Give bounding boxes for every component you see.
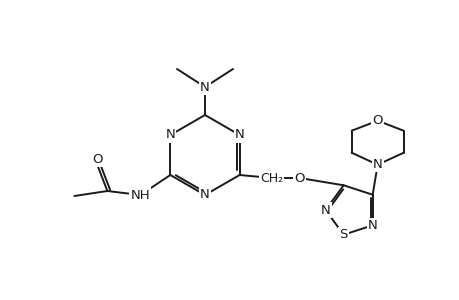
Text: O: O	[372, 114, 382, 127]
Text: O: O	[92, 152, 102, 166]
Text: N: N	[165, 128, 175, 142]
Text: N: N	[367, 219, 377, 232]
Text: N: N	[200, 188, 209, 202]
Text: N: N	[200, 80, 209, 94]
Text: O: O	[294, 172, 304, 184]
Text: S: S	[339, 228, 347, 241]
Text: N: N	[320, 203, 330, 217]
Text: N: N	[372, 158, 382, 171]
Text: N: N	[372, 158, 382, 171]
Text: CH₂: CH₂	[259, 172, 283, 184]
Text: NH: NH	[130, 188, 150, 202]
Text: N: N	[234, 128, 244, 142]
